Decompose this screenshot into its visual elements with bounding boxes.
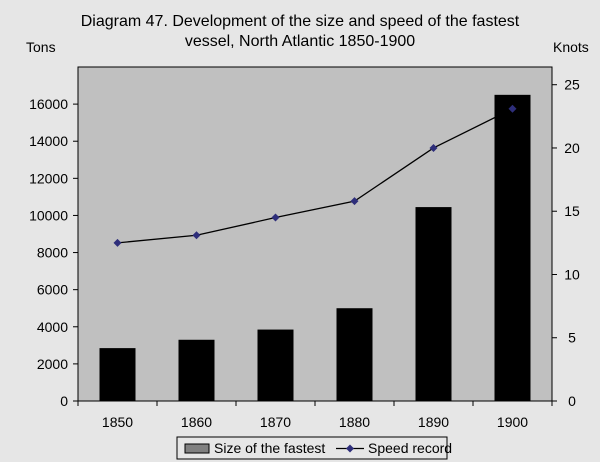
chart-title: Diagram 47. Development of the size and … xyxy=(81,13,520,50)
bar-series xyxy=(99,94,531,401)
speed-marker xyxy=(350,197,359,206)
right-tick-label: 0 xyxy=(568,393,576,409)
plot-area xyxy=(77,66,553,402)
right-axis: 0 5 10 15 20 25 xyxy=(552,77,580,409)
x-tick-label: 1870 xyxy=(260,414,291,430)
x-tick-label: 1860 xyxy=(181,414,212,430)
x-tick-label: 1900 xyxy=(497,414,528,430)
right-tick-label: 25 xyxy=(564,77,580,93)
left-tick-label: 0 xyxy=(60,393,68,409)
bar xyxy=(257,329,294,401)
x-axis: 1850 1860 1870 1880 1890 1900 xyxy=(77,401,553,430)
bar xyxy=(415,207,452,401)
left-tick-label: 6000 xyxy=(37,282,68,298)
x-tick-label: 1850 xyxy=(102,414,133,430)
left-tick-label: 10000 xyxy=(29,207,68,223)
bar xyxy=(336,308,373,401)
right-axis-label: Knots xyxy=(553,39,589,55)
legend-label-speed: Speed record xyxy=(368,440,452,456)
speed-marker xyxy=(271,213,280,222)
right-tick-label: 15 xyxy=(564,203,580,219)
legend-marker-swatch xyxy=(346,444,354,453)
bar xyxy=(178,339,215,401)
speed-marker xyxy=(192,231,201,240)
line-series xyxy=(113,104,517,247)
right-tick-label: 10 xyxy=(564,266,580,282)
left-axis: 0 2000 4000 6000 8000 10000 12000 14000 16000 xyxy=(29,96,78,409)
left-axis-label: Tons xyxy=(26,39,56,55)
speed-marker xyxy=(508,104,517,113)
legend-bar-swatch xyxy=(184,443,210,454)
legend-box xyxy=(176,436,448,460)
chart-title-line: vessel, North Atlantic 1850-1900 xyxy=(185,33,415,50)
speed-marker xyxy=(429,143,438,152)
legend: Size of the fastest Speed record xyxy=(176,436,452,460)
bar xyxy=(494,94,531,401)
left-tick-label: 8000 xyxy=(37,245,68,261)
left-tick-label: 2000 xyxy=(37,356,68,372)
speed-marker xyxy=(113,238,122,247)
right-tick-label: 20 xyxy=(564,140,580,156)
left-tick-label: 12000 xyxy=(29,170,68,186)
left-tick-label: 4000 xyxy=(37,319,68,335)
legend-label-size: Size of the fastest xyxy=(214,440,325,456)
x-tick-label: 1880 xyxy=(339,414,370,430)
right-tick-label: 5 xyxy=(568,330,576,346)
left-tick-label: 14000 xyxy=(29,133,68,149)
bar xyxy=(99,348,136,401)
x-tick-label: 1890 xyxy=(418,414,449,430)
left-tick-label: 16000 xyxy=(29,96,68,112)
chart-title-line: Diagram 47. Development of the size and … xyxy=(81,13,520,30)
speed-line xyxy=(117,108,513,244)
